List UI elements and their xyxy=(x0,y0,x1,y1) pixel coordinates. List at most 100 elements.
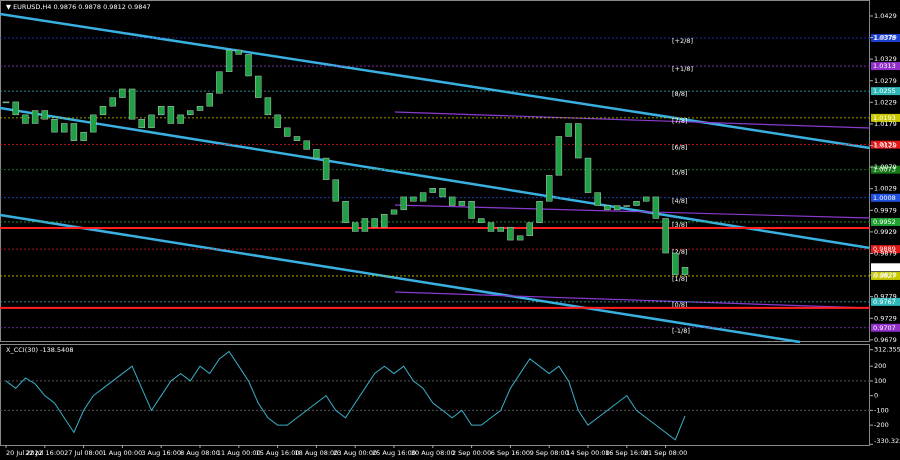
candle-body xyxy=(555,136,563,176)
level-price-box xyxy=(871,62,900,71)
candle-body xyxy=(565,123,572,137)
level-price-box xyxy=(871,297,900,306)
candle-body xyxy=(507,226,514,241)
candle-body xyxy=(61,123,68,133)
level-price: 1.0378 xyxy=(873,34,896,42)
candle-body xyxy=(419,192,427,202)
candle-body xyxy=(332,179,339,202)
current-price: 0.9847 xyxy=(873,263,896,271)
level-price-box xyxy=(871,165,900,174)
candle-body xyxy=(584,157,592,193)
x-tick-label: 9 Sep 08:00 xyxy=(530,449,569,457)
y-tick-label: 1.0129 xyxy=(874,142,897,150)
x-tick-label: 14 Sep 00:00 xyxy=(566,449,609,457)
candle-body xyxy=(487,222,495,232)
candle-body xyxy=(575,123,582,159)
y-tick-label: 1.0229 xyxy=(874,98,897,106)
y-tick-label: 1.0329 xyxy=(874,55,897,63)
x-tick-label: 27 Jul 08:00 xyxy=(64,449,103,457)
level-price: 0.9707 xyxy=(873,324,896,332)
channel-line xyxy=(394,204,871,219)
level-label: [8/8] xyxy=(672,90,688,98)
candle-body xyxy=(303,140,310,150)
level-price-box xyxy=(871,217,900,226)
level-price-box xyxy=(871,245,900,254)
x-tick-label: 22 Jul 16:00 xyxy=(25,449,64,457)
candle-body xyxy=(216,71,223,94)
level-label: [7/8] xyxy=(672,117,688,125)
candle-body xyxy=(254,75,262,98)
candle-body xyxy=(439,188,446,198)
cci-line xyxy=(5,350,686,441)
candle-body xyxy=(400,196,407,211)
indicator-title: X_CCI(30) -138.5408 xyxy=(6,346,73,354)
y-tick-label: 0.9979 xyxy=(874,206,897,214)
candle-body xyxy=(458,201,466,206)
level-price: 0.9889 xyxy=(873,245,896,253)
candle-body xyxy=(138,118,146,129)
candle-body xyxy=(31,110,39,124)
x-tick-label: 2 Sep 00:00 xyxy=(452,449,491,457)
candle-body xyxy=(662,218,669,254)
candle-body xyxy=(264,97,272,116)
candle-body xyxy=(371,218,378,228)
x-tick-label: 6 Sep 16:00 xyxy=(491,449,530,457)
trend-line xyxy=(0,213,801,344)
level-price-box xyxy=(871,87,900,96)
candle-body xyxy=(449,196,456,206)
y-tick-label: -200 xyxy=(874,421,889,429)
level-label: [1/8] xyxy=(672,275,688,283)
candle-body xyxy=(410,196,417,202)
candle-body xyxy=(90,114,97,133)
candle-body xyxy=(633,201,640,206)
candle-body xyxy=(604,205,611,211)
x-tick-label: 21 Sep 08:00 xyxy=(644,449,687,457)
candle-body xyxy=(109,97,116,107)
current-price-box xyxy=(871,263,900,272)
y-tick-label: 100 xyxy=(874,377,886,385)
level-price: 1.0193 xyxy=(873,114,896,122)
level-label: [5/8] xyxy=(672,169,688,177)
candle-body xyxy=(187,110,194,116)
x-tick-label: 20 Jul 2022 xyxy=(6,449,43,457)
level-price-box xyxy=(871,34,900,42)
candle-body xyxy=(41,110,48,120)
y-tick-label: 0.9829 xyxy=(874,271,897,279)
x-tick-label: 1 Aug 00:00 xyxy=(103,449,143,457)
x-tick-label: 23 Aug 00:00 xyxy=(333,449,377,457)
candle-body xyxy=(322,157,330,180)
candle-body xyxy=(352,222,359,232)
candle-body xyxy=(536,201,543,224)
candle-body xyxy=(274,114,281,129)
candle-body xyxy=(594,192,601,206)
level-label: [0/8] xyxy=(672,301,688,309)
candle-body xyxy=(80,131,87,141)
level-label: [4/8] xyxy=(672,197,688,205)
cci-frame xyxy=(0,344,870,446)
level-price: 1.0008 xyxy=(873,194,896,202)
x-tick-label: 8 Aug 08:00 xyxy=(180,449,220,457)
y-tick-label: -330.322 xyxy=(874,437,900,445)
y-tick-label: 0 xyxy=(874,392,878,400)
x-tick-label: 25 Aug 16:00 xyxy=(372,449,416,457)
level-price: 0.9827 xyxy=(873,272,896,280)
level-price-box xyxy=(871,113,900,122)
candle-body xyxy=(468,201,475,219)
y-tick-label: 1.0029 xyxy=(874,185,897,193)
y-tick-label: 200 xyxy=(874,362,886,370)
candle-body xyxy=(672,252,679,275)
candle-body xyxy=(381,213,388,228)
y-tick-label: 0.9879 xyxy=(874,249,897,257)
y-tick-label: 0.9779 xyxy=(874,293,897,301)
y-tick-label: 1.0379 xyxy=(874,34,897,42)
trend-line xyxy=(0,106,871,250)
x-tick-label: 15 Aug 16:00 xyxy=(256,449,300,457)
candle-body xyxy=(148,114,155,129)
channel-line xyxy=(394,291,871,309)
level-label: [3/8] xyxy=(672,221,688,229)
level-price: 0.9952 xyxy=(873,218,896,226)
level-price: 1.0313 xyxy=(873,62,896,70)
level-price-box xyxy=(871,323,900,332)
candle-body xyxy=(293,136,301,141)
